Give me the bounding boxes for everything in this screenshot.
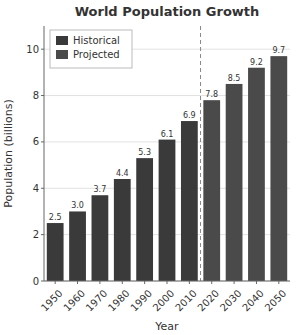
y-axis-label: Population (billions) bbox=[2, 99, 15, 208]
bar bbox=[69, 211, 86, 281]
data-label: 3.7 bbox=[94, 185, 107, 194]
legend-label: Projected bbox=[73, 49, 120, 60]
y-tick-label: 6 bbox=[33, 136, 39, 147]
y-axis-line bbox=[44, 26, 45, 281]
legend-swatch bbox=[56, 50, 68, 59]
bar bbox=[136, 158, 153, 281]
legend-frame bbox=[50, 30, 132, 68]
x-tick-label: 2050 bbox=[263, 288, 289, 314]
projection-divider bbox=[200, 26, 201, 281]
data-label: 2.5 bbox=[49, 213, 62, 222]
x-tick-label: 1980 bbox=[106, 288, 132, 314]
x-tick bbox=[144, 281, 145, 284]
x-tick bbox=[256, 281, 257, 284]
bar bbox=[114, 179, 131, 281]
y-tick-label: 10 bbox=[26, 44, 39, 55]
bar bbox=[181, 121, 198, 281]
grid bbox=[44, 49, 290, 281]
data-label: 9.2 bbox=[250, 58, 263, 67]
x-tick-label: 2030 bbox=[218, 288, 244, 314]
x-tick bbox=[55, 281, 56, 284]
bars bbox=[47, 56, 287, 281]
legend-swatch bbox=[56, 36, 68, 45]
data-label: 8.5 bbox=[228, 74, 241, 83]
bar bbox=[248, 68, 265, 281]
bar bbox=[47, 223, 64, 281]
data-label: 6.1 bbox=[161, 130, 174, 139]
chart: 2.5 3.0 3.7 4.4 5.3 6.1 6.9 7.8 8.5 9.2 9.7 0 2 4 6 8 10… bbox=[0, 0, 300, 335]
bar bbox=[92, 195, 109, 281]
bar bbox=[203, 100, 220, 281]
x-tick bbox=[99, 281, 100, 284]
x-tick bbox=[189, 281, 190, 284]
y-tick bbox=[41, 281, 44, 282]
y-tick bbox=[41, 95, 44, 96]
x-axis-label: Year bbox=[154, 320, 179, 333]
x-tick-label: 2040 bbox=[240, 288, 266, 314]
data-label: 7.8 bbox=[205, 90, 218, 99]
y-tick-label: 2 bbox=[33, 229, 39, 240]
x-tick bbox=[167, 281, 168, 284]
x-tick-label: 1990 bbox=[128, 288, 154, 314]
title: World Population Growth bbox=[75, 4, 260, 19]
data-label: 4.4 bbox=[116, 169, 129, 178]
y-tick bbox=[41, 188, 44, 189]
x-tick-label: 1950 bbox=[39, 288, 65, 314]
legend: Historical Projected bbox=[50, 30, 132, 68]
y-tick-label: 0 bbox=[33, 276, 39, 287]
x-tick bbox=[234, 281, 235, 284]
x-tick-label: 2000 bbox=[151, 288, 177, 314]
bar bbox=[226, 84, 243, 281]
y-tick-label: 4 bbox=[33, 183, 39, 194]
data-label: 6.9 bbox=[183, 111, 196, 120]
data-label: 9.7 bbox=[272, 46, 285, 55]
x-tick-label: 2010 bbox=[173, 288, 199, 314]
y-tick bbox=[41, 49, 44, 50]
bar bbox=[159, 140, 176, 281]
y-tick-label: 8 bbox=[33, 90, 39, 101]
legend-label: Historical bbox=[73, 35, 120, 46]
x-tick-label: 1970 bbox=[84, 288, 110, 314]
y-tick bbox=[41, 234, 44, 235]
x-tick-label: 1960 bbox=[61, 288, 87, 314]
data-label: 3.0 bbox=[71, 201, 84, 210]
y-tick bbox=[41, 141, 44, 142]
x-tick bbox=[278, 281, 279, 284]
data-label: 5.3 bbox=[138, 148, 151, 157]
data-labels: 2.5 3.0 3.7 4.4 5.3 6.1 6.9 7.8 8.5 9.2 9.7 bbox=[49, 46, 285, 222]
x-tick-label: 2020 bbox=[195, 288, 221, 314]
x-tick bbox=[122, 281, 123, 284]
x-tick bbox=[77, 281, 78, 284]
bar bbox=[270, 56, 287, 281]
x-tick bbox=[211, 281, 212, 284]
